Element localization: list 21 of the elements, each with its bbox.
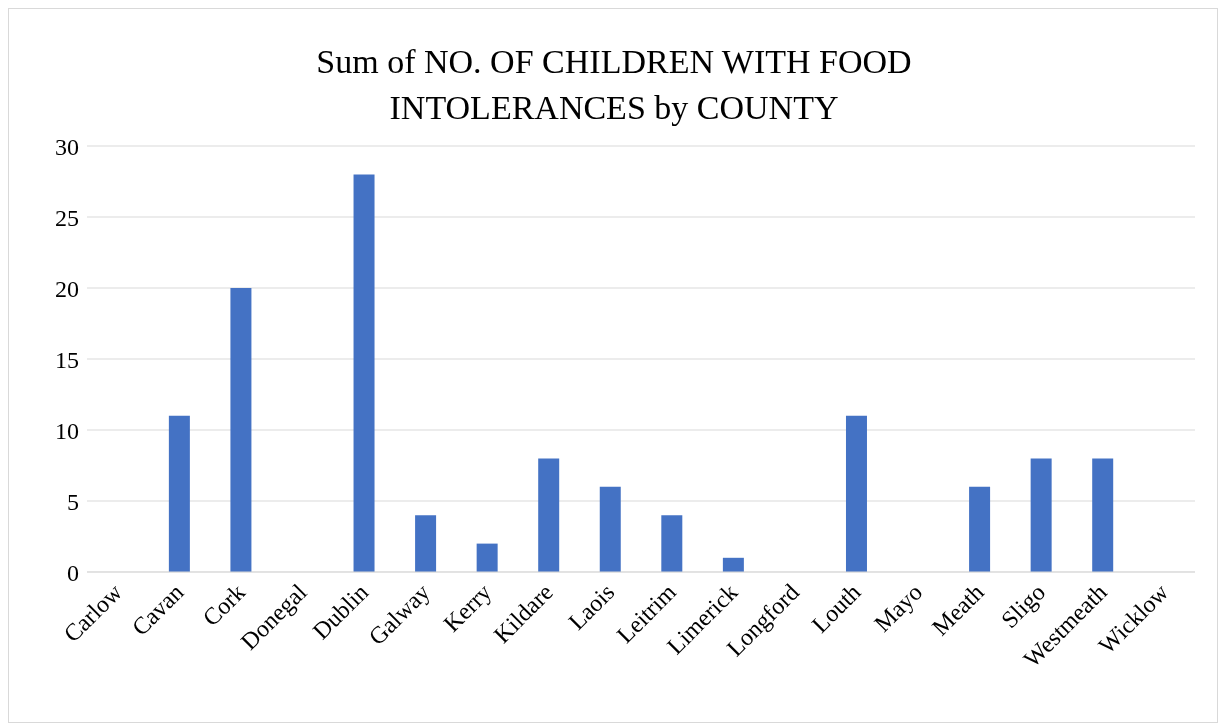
bar — [168, 415, 190, 572]
y-tick-label: 20 — [55, 275, 79, 302]
y-tick-label: 10 — [55, 417, 79, 444]
bar — [722, 557, 744, 572]
bar — [969, 486, 991, 572]
bar — [415, 515, 437, 572]
bar — [845, 415, 867, 572]
y-tick-label: 15 — [55, 346, 79, 373]
bar — [538, 458, 560, 572]
y-tick-label: 0 — [67, 559, 79, 586]
bar — [1092, 458, 1114, 572]
bar — [353, 174, 375, 572]
bar — [1030, 458, 1052, 572]
y-tick-label: 30 — [55, 133, 79, 160]
bar — [599, 486, 621, 572]
bar — [230, 288, 252, 572]
y-tick-label: 5 — [67, 488, 79, 515]
y-tick-label: 25 — [55, 204, 79, 231]
chart-title: Sum of NO. OF CHILDREN WITH FOOD INTOLERANCES by COUNTY — [315, 42, 913, 128]
bar — [661, 515, 683, 572]
bar — [476, 543, 498, 572]
